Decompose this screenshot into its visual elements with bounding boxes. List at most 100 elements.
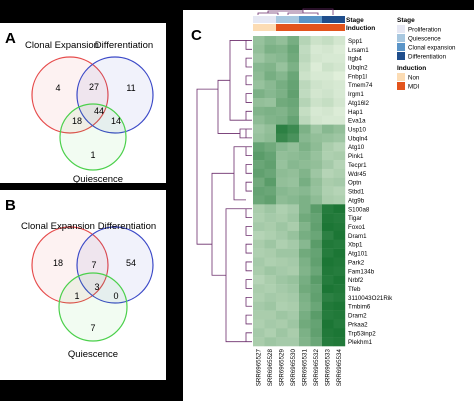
heatmap-cell	[276, 115, 288, 125]
heatmap-cell	[299, 44, 311, 54]
heatmap-cell	[287, 266, 300, 276]
heatmap-cell	[333, 319, 346, 329]
heatmap-cell	[322, 36, 334, 46]
heatmap-cell	[276, 53, 288, 63]
heatmap-cell	[276, 80, 288, 90]
heatmap-cell	[322, 89, 334, 99]
sample-label: SRR6965529	[279, 349, 286, 387]
heatmap-cell	[299, 89, 311, 99]
heatmap-cell	[276, 142, 288, 152]
heatmap-cell	[287, 98, 300, 108]
heatmap-cell	[287, 115, 300, 125]
legend-swatch	[397, 52, 405, 60]
heatmap-cell	[299, 98, 311, 108]
heatmap-cell	[299, 266, 311, 276]
venn-a-circle-clonal-expansion	[31, 56, 109, 134]
venn-a-circle-quiescence	[59, 103, 127, 171]
heatmap-cell	[333, 71, 346, 81]
venn-b-set2-label: Differentiation	[98, 221, 156, 232]
heatmap-cell	[310, 115, 323, 125]
heatmap-cell	[264, 151, 277, 161]
heatmap-cell	[253, 284, 265, 294]
heatmap-cell	[310, 257, 323, 267]
heatmap-cell	[287, 89, 300, 99]
heatmap-cell	[322, 133, 334, 143]
heatmap-cell	[333, 53, 346, 63]
dendrogram-branches	[196, 40, 252, 343]
gene-label: Tigar	[348, 215, 362, 222]
heatmap-cell	[264, 53, 277, 63]
heatmap-cell	[253, 328, 265, 338]
heatmap-cell	[253, 168, 265, 178]
heatmap-cell	[310, 62, 323, 72]
heatmap-cell	[322, 151, 334, 161]
heatmap-cell	[299, 195, 311, 205]
heatmap-cell	[264, 89, 277, 99]
heatmap-cells	[253, 36, 346, 347]
venn-a-set1-label: Clonal Expansion	[25, 40, 99, 51]
induction-annotation-cell	[322, 24, 334, 31]
heatmap-cell	[333, 310, 346, 320]
heatmap-cell	[310, 310, 323, 320]
heatmap-cell	[253, 115, 265, 125]
heatmap-cell	[310, 301, 323, 311]
heatmap-cell	[276, 168, 288, 178]
heatmap-cell	[322, 301, 334, 311]
heatmap-cell	[333, 257, 346, 267]
heatmap-cell	[322, 71, 334, 81]
heatmap-cell	[299, 124, 311, 134]
heatmap-cell	[310, 337, 323, 347]
heatmap-cell	[322, 328, 334, 338]
legend-item-label: Proliferation	[408, 27, 442, 34]
heatmap-cell	[322, 213, 334, 223]
stage-annotation-cell	[299, 16, 311, 23]
annotation-row-induction-label: Induction	[346, 25, 375, 32]
heatmap-cell	[253, 248, 265, 258]
heatmap-cell	[253, 142, 265, 152]
gene-label: Atg10	[348, 144, 365, 151]
legend-stage-title: Stage	[397, 17, 415, 24]
heatmap-cell	[310, 106, 323, 116]
sample-labels: SRR6965527 SRR6965528 SRR6965529 SRR6965530…	[256, 349, 344, 387]
heatmap-cell	[322, 177, 334, 187]
venn-b-count-clonal-only: 18	[53, 258, 63, 268]
heatmap-cell	[253, 151, 265, 161]
venn-a-set3-label: Quiescence	[73, 174, 123, 185]
heatmap-cell	[322, 284, 334, 294]
gene-label: Usp10	[348, 127, 366, 134]
heatmap-cell	[264, 98, 277, 108]
heatmap-cell	[264, 160, 277, 170]
heatmap-cell	[264, 319, 277, 329]
gene-label: Park2	[348, 259, 365, 266]
heatmap-cell	[322, 115, 334, 125]
heatmap-cell	[264, 301, 277, 311]
heatmap-cell	[276, 204, 288, 214]
heatmap-cell	[264, 106, 277, 116]
heatmap-cell	[253, 310, 265, 320]
gene-label: Foxo1	[348, 224, 366, 231]
stage-annotation-cell	[276, 16, 288, 23]
heatmap-cell	[299, 328, 311, 338]
heatmap-cell	[299, 301, 311, 311]
heatmap-cell	[310, 133, 323, 143]
heatmap-cell	[253, 133, 265, 143]
gene-label: Stbd1	[348, 189, 365, 196]
heatmap-cell	[310, 239, 323, 249]
heatmap-cell	[276, 186, 288, 196]
induction-annotation-cell	[287, 24, 299, 31]
heatmap-cell	[333, 106, 346, 116]
annotation-rows	[253, 16, 345, 31]
heatmap-cell	[310, 53, 323, 63]
venn-b-circle-differentiation	[76, 226, 154, 304]
legend-induction-title: Induction	[397, 65, 426, 72]
heatmap-cell	[310, 98, 323, 108]
heatmap-cell	[253, 62, 265, 72]
stage-annotation-cell	[322, 16, 334, 23]
heatmap-cell	[276, 44, 288, 54]
heatmap-cell	[299, 71, 311, 81]
heatmap-cell	[264, 213, 277, 223]
heatmap-cell	[276, 310, 288, 320]
induction-annotation-cell	[253, 24, 265, 31]
heatmap-cell	[333, 160, 346, 170]
heatmap-cell	[253, 124, 265, 134]
